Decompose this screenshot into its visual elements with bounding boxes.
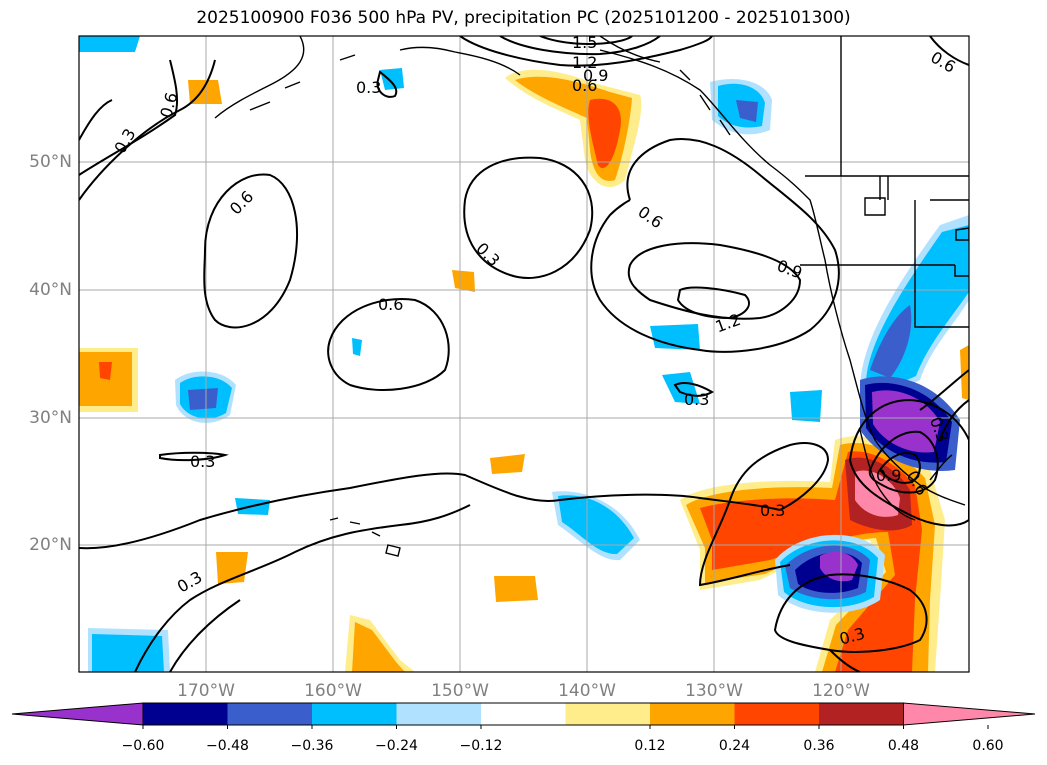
shade-pos-west-red — [99, 362, 112, 380]
contour-label: 0.9 — [583, 66, 608, 85]
graticule — [79, 36, 969, 672]
lon-label: 140°W — [558, 681, 616, 701]
contour-label: 0.6 — [572, 76, 597, 95]
contour-label: 0.3 — [190, 452, 215, 471]
pv-contours — [79, 36, 969, 672]
map-frame — [78, 35, 970, 673]
shade-neg-baja-purple — [872, 390, 940, 453]
colorbar-tick-label: 0.60 — [972, 738, 1004, 754]
contour-label: 1.5 — [572, 33, 597, 52]
colorbar-tick-label: −0.12 — [459, 738, 503, 754]
shade-pos-north-red — [588, 98, 621, 169]
lat-label: 40°N — [29, 280, 72, 300]
shade-neg-mid1-deep — [188, 388, 218, 410]
shade-neg-small3 — [650, 324, 700, 350]
colorbar-tick-label: −0.48 — [206, 738, 249, 754]
shade-neg-small5 — [352, 338, 362, 356]
contour-label: 0.3 — [760, 501, 785, 520]
contour-label: 0.6 — [378, 295, 403, 314]
colorbar-tick-label: 0.24 — [718, 738, 751, 754]
shade-pos-small3 — [494, 576, 538, 602]
precip-shading — [79, 36, 969, 672]
colorbar-tick-label: 0.48 — [887, 738, 920, 754]
shade-pos-small5 — [452, 270, 475, 292]
lat-label: 20°N — [29, 535, 72, 555]
coastlines — [214, 36, 969, 557]
shade-neg-nw2 — [380, 68, 404, 90]
colorbar-tick-label: −0.60 — [121, 738, 165, 754]
lon-label: 150°W — [431, 681, 489, 701]
map-title: 2025100900 F036 500 hPa PV, precipitatio… — [196, 8, 851, 28]
lon-label: 130°W — [685, 681, 743, 701]
lat-label: 30°N — [29, 408, 72, 428]
shade-pos-south-a-core — [352, 622, 405, 672]
lon-label: 160°W — [304, 681, 362, 701]
colorbar-tick-label: 0.36 — [803, 738, 835, 754]
shade-neg-small4 — [790, 390, 822, 422]
contour-label: 0.3 — [356, 78, 381, 97]
shade-neg-alaska-deep — [736, 100, 758, 122]
contour-label: 0.9 — [876, 466, 901, 485]
lon-label: 120°W — [812, 681, 870, 701]
contour-label: 1.2 — [572, 53, 597, 72]
contour-label: 0.3 — [684, 390, 709, 409]
lon-label: 170°W — [177, 681, 235, 701]
colorbar-tick-label: 0.12 — [634, 738, 666, 754]
lat-label: 50°N — [29, 152, 72, 172]
colorbar-tick-label: −0.24 — [375, 738, 418, 754]
colorbar-tick-label: −0.36 — [290, 738, 334, 754]
shade-pos-small4 — [490, 454, 525, 474]
shade-neg-coast-deep — [870, 305, 912, 378]
shade-pos-se-pink — [855, 470, 900, 517]
shade-neg-nw — [79, 36, 140, 52]
shade-neg-mid2-core — [558, 495, 634, 555]
shade-neg-sw-core — [92, 634, 164, 672]
